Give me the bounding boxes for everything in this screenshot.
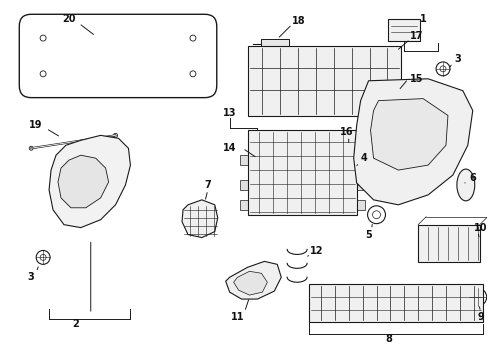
Polygon shape [225, 261, 281, 299]
Polygon shape [58, 155, 108, 208]
Bar [247, 46, 401, 116]
Polygon shape [233, 271, 267, 295]
Polygon shape [182, 200, 217, 238]
Text: 2: 2 [72, 319, 79, 329]
Bar [261, 39, 288, 49]
Bar [299, 68, 312, 80]
Text: 9: 9 [476, 312, 483, 322]
Bar [308, 284, 482, 322]
Text: 4: 4 [360, 153, 366, 163]
Text: 13: 13 [223, 108, 236, 117]
Bar [356, 200, 364, 210]
Text: 18: 18 [292, 16, 305, 26]
Bar [239, 155, 247, 165]
Text: 20: 20 [62, 14, 76, 24]
Bar [247, 130, 356, 215]
Polygon shape [370, 99, 447, 170]
Polygon shape [49, 135, 130, 228]
Bar [417, 225, 479, 262]
Text: 6: 6 [468, 173, 475, 183]
Polygon shape [340, 165, 360, 190]
Text: 3: 3 [28, 272, 35, 282]
Bar [239, 180, 247, 190]
Text: 17: 17 [408, 31, 422, 41]
Text: 3: 3 [453, 54, 460, 64]
Text: 8: 8 [384, 334, 391, 344]
Bar [264, 68, 278, 80]
Text: 14: 14 [223, 143, 236, 153]
Text: 11: 11 [230, 312, 244, 322]
Bar [333, 68, 347, 80]
Text: 5: 5 [365, 230, 371, 239]
Bar [368, 68, 382, 80]
Bar [387, 19, 419, 41]
Text: 19: 19 [29, 121, 43, 130]
Bar [356, 180, 364, 190]
Ellipse shape [456, 169, 474, 201]
Text: 7: 7 [204, 180, 211, 190]
Text: 12: 12 [309, 247, 323, 256]
Bar [239, 200, 247, 210]
Text: 10: 10 [473, 222, 487, 233]
Text: 1: 1 [419, 14, 426, 24]
Polygon shape [353, 79, 472, 205]
Text: 16: 16 [339, 127, 353, 138]
Text: 15: 15 [408, 74, 422, 84]
Polygon shape [330, 140, 363, 165]
Bar [356, 155, 364, 165]
